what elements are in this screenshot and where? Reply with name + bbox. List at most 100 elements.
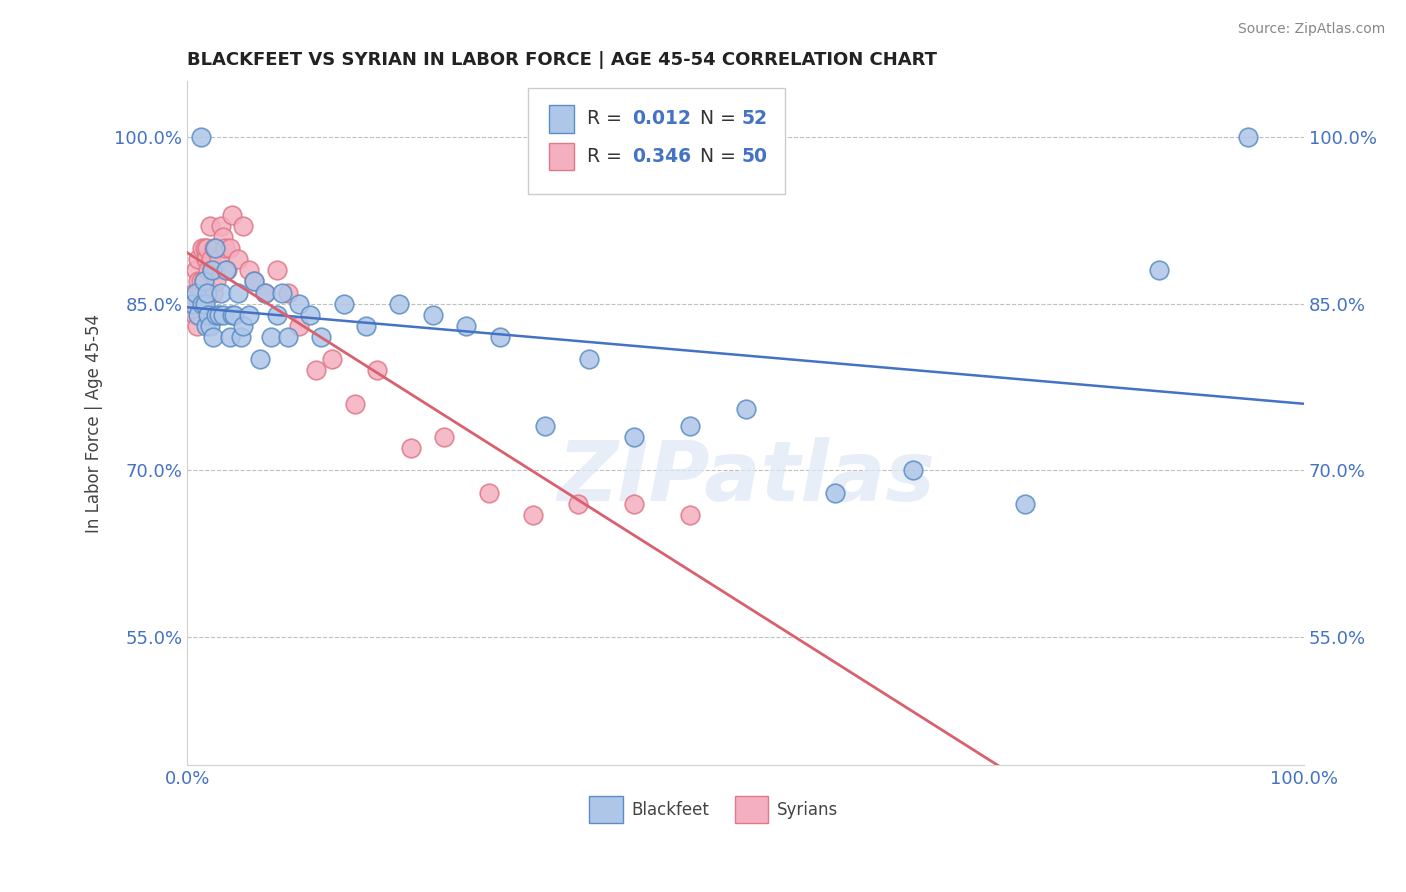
Point	[277, 285, 299, 300]
Point	[238, 308, 260, 322]
Point	[271, 285, 294, 300]
Point	[243, 275, 266, 289]
Point	[194, 296, 217, 310]
Point	[191, 241, 214, 255]
Point	[232, 219, 254, 233]
Bar	[589, 796, 623, 823]
Text: 0.346: 0.346	[631, 147, 690, 166]
Point	[1147, 263, 1170, 277]
Text: Syrians: Syrians	[778, 800, 838, 819]
Point	[190, 130, 212, 145]
Point	[207, 241, 229, 255]
Bar	[734, 796, 768, 823]
Point	[254, 285, 277, 300]
Point	[478, 485, 501, 500]
Point	[197, 263, 219, 277]
Point	[186, 263, 208, 277]
Point	[191, 296, 214, 310]
Point	[201, 330, 224, 344]
Point	[623, 497, 645, 511]
Point	[195, 285, 218, 300]
Point	[229, 330, 252, 344]
Text: BLACKFEET VS SYRIAN IN LABOR FORCE | AGE 45-54 CORRELATION CHART: BLACKFEET VS SYRIAN IN LABOR FORCE | AGE…	[187, 51, 938, 69]
Point	[201, 285, 224, 300]
Point	[679, 508, 702, 522]
Point	[187, 252, 209, 267]
Point	[321, 352, 343, 367]
Point	[433, 430, 456, 444]
Point	[824, 485, 846, 500]
Point	[224, 308, 246, 322]
Point	[221, 208, 243, 222]
Point	[567, 497, 589, 511]
Point	[226, 285, 249, 300]
Bar	[550, 105, 574, 133]
Point	[214, 241, 236, 255]
Point	[217, 263, 239, 277]
Point	[209, 285, 232, 300]
Point	[180, 296, 202, 310]
Point	[201, 263, 224, 277]
Point	[198, 219, 221, 233]
Point	[186, 318, 208, 333]
Point	[209, 219, 232, 233]
Point	[343, 397, 366, 411]
Y-axis label: In Labor Force | Age 45-54: In Labor Force | Age 45-54	[86, 314, 103, 533]
Point	[193, 275, 215, 289]
Point	[254, 285, 277, 300]
Point	[198, 318, 221, 333]
Point	[734, 402, 756, 417]
Point	[288, 296, 311, 310]
Point	[195, 318, 218, 333]
Text: N =: N =	[688, 110, 741, 128]
Point	[204, 263, 226, 277]
Point	[190, 275, 212, 289]
Point	[226, 252, 249, 267]
Text: 0.012: 0.012	[631, 110, 690, 128]
Point	[679, 419, 702, 434]
Point	[266, 308, 288, 322]
Point	[311, 330, 333, 344]
Point	[305, 363, 328, 377]
Text: 52: 52	[741, 110, 768, 128]
Point	[195, 241, 218, 255]
Point	[1014, 497, 1036, 511]
Point	[197, 308, 219, 322]
Point	[181, 296, 204, 310]
Point	[218, 241, 240, 255]
Point	[489, 330, 512, 344]
Point	[354, 318, 377, 333]
Point	[194, 241, 217, 255]
Point	[522, 508, 544, 522]
Point	[533, 419, 555, 434]
Point	[207, 308, 229, 322]
Text: ZIPatlas: ZIPatlas	[557, 437, 935, 518]
Text: R =: R =	[588, 147, 628, 166]
Point	[184, 308, 207, 322]
Point	[266, 263, 288, 277]
Point	[215, 263, 238, 277]
Point	[212, 230, 235, 244]
Point	[207, 252, 229, 267]
Point	[456, 318, 478, 333]
Point	[288, 318, 311, 333]
Point	[399, 442, 422, 456]
Point	[205, 308, 228, 322]
Point	[201, 263, 224, 277]
Point	[204, 241, 226, 255]
Point	[422, 308, 444, 322]
Text: R =: R =	[588, 110, 628, 128]
Point	[249, 352, 271, 367]
Point	[193, 275, 215, 289]
Text: Source: ZipAtlas.com: Source: ZipAtlas.com	[1237, 22, 1385, 37]
Point	[238, 263, 260, 277]
FancyBboxPatch shape	[527, 88, 785, 194]
Point	[243, 275, 266, 289]
Point	[901, 463, 924, 477]
Text: Blackfeet: Blackfeet	[631, 800, 710, 819]
Point	[186, 285, 208, 300]
Bar	[550, 143, 574, 170]
Point	[277, 330, 299, 344]
Point	[187, 275, 209, 289]
Point	[187, 308, 209, 322]
